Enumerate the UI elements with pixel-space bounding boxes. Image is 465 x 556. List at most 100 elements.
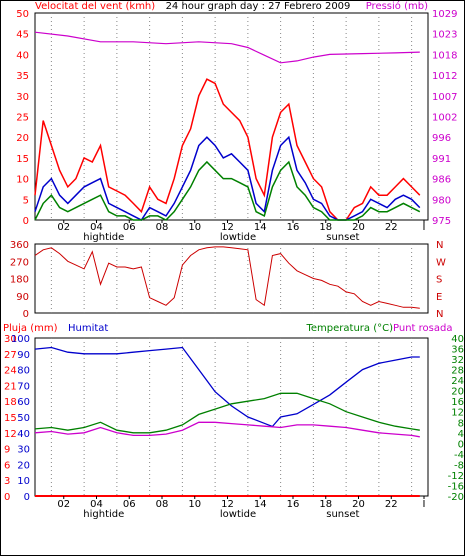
panel3-x-tick-label: 12: [221, 499, 234, 510]
panel1-right-tick-label: 1002: [432, 113, 457, 124]
panel2-left-tick-label: 360: [10, 240, 29, 251]
panel3-right-tick-label: -8: [454, 460, 464, 471]
panel3-right-tick-label: 12: [451, 408, 464, 419]
panel1-x-tick-label: 10: [188, 222, 201, 233]
panel3-x-tick-label: 04: [90, 499, 103, 510]
panel3-rain-tick-label: 9: [4, 445, 10, 456]
panel3-rain-tick-label: 12: [4, 429, 17, 440]
panel3-humidity-tick-label: 100: [11, 334, 30, 345]
panel3-right-tick-label: 28: [451, 366, 464, 377]
panel3-x-tick-label: 14: [254, 499, 267, 510]
panel3-rain-tick-label: 24: [4, 366, 17, 377]
panel3-humidity-tick-label: 20: [17, 460, 30, 471]
panel1-left-tick-label: 25: [16, 113, 29, 124]
panel3-rain-tick-label: 0: [4, 492, 10, 503]
panel3-humidity-tick-label: 40: [17, 429, 30, 440]
panel1-left-tick-label: 5: [23, 195, 29, 206]
panel3-right-tick-label: 32: [451, 355, 464, 366]
panel3-plot-area: [34, 337, 429, 497]
panel1-x-tick-label: 06: [123, 222, 136, 233]
panel3-humidity-tick-label: 50: [17, 413, 30, 424]
panel3-right-tick-label: -20: [448, 492, 464, 503]
panel2-direction-line: [34, 246, 420, 309]
panel3-humidity-tick-label: 90: [17, 350, 30, 361]
panel3-humidity-tick-label: 70: [17, 381, 30, 392]
panel3-series-line: [34, 392, 420, 434]
panel3-right-axis-label: Temperatura (°C): [305, 323, 393, 334]
panel3-x-tick-label: 06: [123, 499, 136, 510]
panel3-right-tick-label: -12: [448, 471, 464, 482]
panel3-right-tick-label: -16: [448, 481, 464, 492]
panel1-x-tick-label: I: [423, 222, 426, 233]
panel1-right-tick-label: 991: [432, 154, 451, 165]
panel3-humidity-tick-label: 0: [24, 492, 30, 503]
panel1-left-tick-label: 20: [16, 133, 29, 144]
panel3-rain-tick-label: 3: [4, 476, 10, 487]
panel1-x-marker-label: hightide: [83, 232, 124, 243]
panel2-right-tick-label: N: [436, 309, 443, 320]
panel1-left-tick-label: 50: [16, 9, 29, 20]
panel1-right-tick-label: 975: [432, 216, 451, 227]
panel2-right-tick-label: E: [436, 292, 442, 303]
panel3-x-tick-label: 02: [57, 499, 70, 510]
panel1-x-marker-label: sunset: [326, 232, 359, 243]
panel1-left-tick-label: 30: [16, 92, 29, 103]
panel1-left-tick-label: 10: [16, 175, 29, 186]
panel3-left-axis-label: Pluja (mm): [3, 323, 58, 334]
panel3-right-tick-label: 36: [451, 345, 464, 356]
panel1-x-marker-label: lowtide: [220, 232, 256, 243]
panel1-right-axis-label: Pressió (mb): [366, 0, 428, 12]
panel1-left-tick-label: 15: [16, 154, 29, 165]
panel2-left-tick-label: 180: [10, 275, 29, 286]
panel1-x-tick-label: 22: [385, 222, 398, 233]
panel1-x-tick-label: 04: [90, 222, 103, 233]
panel3-x-tick-label: I: [423, 499, 426, 510]
panel3-x-tick-label: 08: [156, 499, 169, 510]
panel3-x-marker-label: sunset: [326, 509, 359, 520]
panel1-series-line: [34, 31, 420, 64]
panel3-right-tick-label: 8: [458, 418, 464, 429]
panel3-x-tick-label: 16: [287, 499, 300, 510]
panel3-left-axis-label-2: Humitat: [68, 323, 108, 334]
panel2-left-tick-label: 0: [23, 309, 29, 320]
panel3-x-tick-label: 22: [385, 499, 398, 510]
panel3-humidity-tick-label: 60: [17, 397, 30, 408]
panel3-humidity-tick-label: 30: [17, 445, 30, 456]
panel3-x-marker-label: lowtide: [220, 509, 256, 520]
panel3-right-tick-label: 16: [451, 397, 464, 408]
panel3-x-marker-label: hightide: [83, 509, 124, 520]
panel1-right-tick-label: 986: [432, 175, 451, 186]
panel1-left-tick-label: 40: [16, 50, 29, 61]
panel1-right-tick-label: 996: [432, 133, 451, 144]
panel1-x-tick-label: 18: [319, 222, 332, 233]
panel2-right-tick-label: N: [436, 240, 443, 251]
panel3-rain-tick-label: 18: [4, 397, 17, 408]
panel1-title: 24 hour graph day : 27 Febrero 2009: [166, 1, 351, 12]
panel3-right-tick-label: 20: [451, 387, 464, 398]
panel1-right-tick-label: 1012: [432, 71, 457, 82]
panel2-right-tick-label: W: [436, 257, 446, 268]
panel1-x-tick-label: 14: [254, 222, 267, 233]
panel3-right-tick-label: 40: [451, 334, 464, 345]
panel2-left-tick-label: 90: [16, 292, 29, 303]
panel1-series-line: [34, 78, 421, 221]
panel1-x-tick-label: 02: [57, 222, 70, 233]
panel3-right-tick-label: 24: [451, 376, 464, 387]
panel1-right-tick-label: 980: [432, 195, 451, 206]
panel1-right-tick-label: 1018: [432, 50, 457, 61]
panel1-series-line: [34, 160, 421, 221]
panel3-humidity-tick-label: 80: [17, 366, 30, 377]
panel1-x-tick-label: 12: [221, 222, 234, 233]
panel3-series-line: [34, 346, 420, 428]
panel1-left-tick-label: 0: [23, 216, 29, 227]
panel2-plot-area: [34, 243, 429, 314]
panel3-humidity-tick-label: 10: [17, 476, 30, 487]
panel3-x-tick-label: 10: [188, 499, 201, 510]
panel3-x-tick-label: 18: [319, 499, 332, 510]
panel1-series-line: [34, 135, 421, 221]
panel1-x-tick-label: 08: [156, 222, 169, 233]
panel3-rain-tick-label: 21: [4, 381, 17, 392]
panel3-series-line: [34, 421, 420, 438]
panel1-plot-area: [34, 12, 429, 221]
